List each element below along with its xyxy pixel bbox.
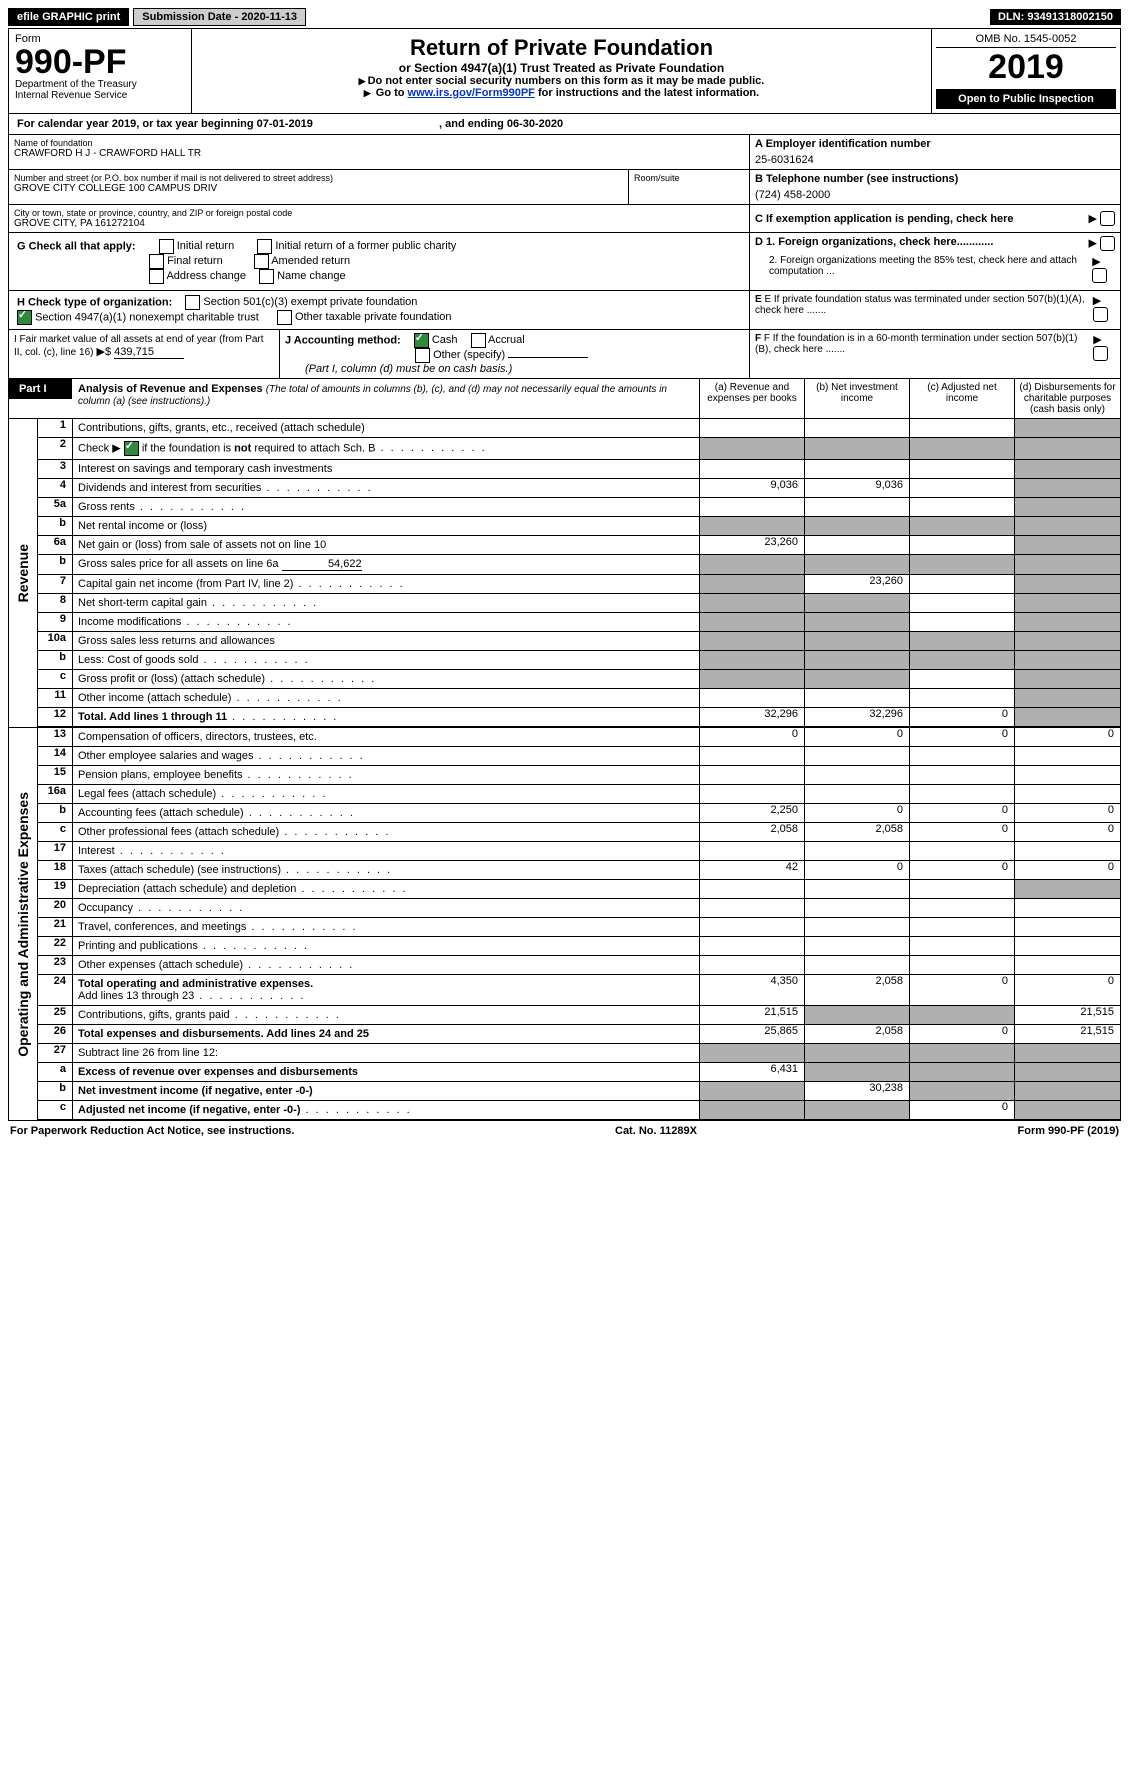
form-container: Form 990-PF Department of the Treasury I…: [8, 28, 1121, 1121]
h-501c3: Section 501(c)(3) exempt private foundat…: [203, 296, 417, 308]
h-e-row: H Check type of organization: Section 50…: [9, 291, 1120, 330]
header-left: Form 990-PF Department of the Treasury I…: [9, 29, 192, 113]
j-other-checkbox[interactable]: [415, 348, 430, 363]
j-cash-checkbox[interactable]: [414, 333, 429, 348]
room-label: Room/suite: [634, 173, 744, 183]
form-header: Form 990-PF Department of the Treasury I…: [9, 29, 1120, 114]
e-label: E If private foundation status was termi…: [755, 294, 1085, 316]
g-d-row: G Check all that apply: Initial return I…: [9, 233, 1120, 291]
g-initial-former: Initial return of a former public charit…: [275, 240, 456, 252]
dln-label: DLN: 93491318002150: [990, 9, 1121, 25]
name-label: Name of foundation: [14, 138, 744, 148]
calendar-year-row: For calendar year 2019, or tax year begi…: [9, 114, 1120, 135]
g-address: Address change: [166, 270, 246, 282]
id-row-3: City or town, state or province, country…: [9, 205, 1120, 233]
footer-paperwork: For Paperwork Reduction Act Notice, see …: [10, 1125, 294, 1137]
form-title: Return of Private Foundation: [198, 35, 925, 61]
j-accrual-checkbox[interactable]: [471, 333, 486, 348]
addr-label: Number and street (or P.O. box number if…: [14, 173, 623, 183]
g-label: G Check all that apply:: [17, 240, 136, 252]
g-initial-checkbox[interactable]: [159, 239, 174, 254]
h-other-checkbox[interactable]: [277, 310, 292, 325]
foundation-name: CRAWFORD H J - CRAWFORD HALL TR: [14, 148, 744, 159]
ein-label: A Employer identification number: [755, 138, 1115, 150]
i-amount: 439,715: [114, 346, 184, 359]
c-label: C If exemption application is pending, c…: [755, 213, 1014, 225]
expenses-section: Operating and Administrative Expenses 13…: [9, 727, 1120, 1120]
g-initial-former-checkbox[interactable]: [257, 239, 272, 254]
top-bar: efile GRAPHIC print Submission Date - 20…: [8, 8, 1121, 26]
arrow-icon: ▶: [1089, 212, 1097, 225]
col-b-head: (b) Net investment income: [805, 379, 910, 418]
omb-label: OMB No. 1545-0052: [936, 33, 1116, 48]
g-final: Final return: [167, 255, 223, 267]
note-link-row: Go to www.irs.gov/Form990PF for instruct…: [198, 87, 925, 99]
j-note: (Part I, column (d) must be on cash basi…: [305, 363, 512, 375]
revenue-side-label: Revenue: [9, 419, 38, 727]
irs-label: Internal Revenue Service: [15, 90, 185, 101]
d1-label: D 1. Foreign organizations, check here..…: [755, 236, 993, 248]
c-checkbox[interactable]: [1100, 211, 1115, 226]
d2-label: 2. Foreign organizations meeting the 85%…: [755, 255, 1092, 283]
g-amended-checkbox[interactable]: [254, 254, 269, 269]
d1-checkbox[interactable]: [1100, 236, 1115, 251]
part1-title: Analysis of Revenue and Expenses: [78, 383, 263, 395]
g-address-checkbox[interactable]: [149, 269, 164, 284]
submission-date-button[interactable]: Submission Date - 2020-11-13: [133, 8, 306, 26]
form-subtitle: or Section 4947(a)(1) Trust Treated as P…: [198, 61, 925, 75]
part1-tab: Part I: [9, 379, 72, 399]
arrow-icon: [364, 87, 373, 99]
tax-year: 2019: [936, 48, 1116, 87]
cal-begin: For calendar year 2019, or tax year begi…: [17, 118, 313, 130]
h-4947-checkbox[interactable]: [17, 310, 32, 325]
col-d-head: (d) Disbursements for charitable purpose…: [1015, 379, 1120, 418]
header-mid: Return of Private Foundation or Section …: [192, 29, 931, 113]
ein-value: 25-6031624: [755, 150, 1115, 166]
note-goto: Go to: [376, 87, 408, 99]
city-label: City or town, state or province, country…: [14, 208, 744, 218]
j-cash: Cash: [432, 334, 458, 346]
city-value: GROVE CITY, PA 161272104: [14, 218, 744, 229]
efile-print-button[interactable]: efile GRAPHIC print: [8, 8, 129, 26]
j-accrual: Accrual: [488, 334, 525, 346]
expenses-side-label: Operating and Administrative Expenses: [9, 728, 38, 1120]
h-label: H Check type of organization:: [17, 296, 172, 308]
f-checkbox[interactable]: [1093, 346, 1108, 361]
phone-value: (724) 458-2000: [755, 185, 1115, 201]
f-label: F If the foundation is in a 60-month ter…: [755, 333, 1077, 355]
revenue-section: Revenue 1 Contributions, gifts, grants, …: [9, 419, 1120, 727]
part1-header: Part I Analysis of Revenue and Expenses …: [9, 379, 1120, 419]
inspection-badge: Open to Public Inspection: [936, 89, 1116, 109]
g-final-checkbox[interactable]: [149, 254, 164, 269]
i-j-f-row: I Fair market value of all assets at end…: [9, 330, 1120, 379]
page-footer: For Paperwork Reduction Act Notice, see …: [8, 1121, 1121, 1141]
id-row-1: Name of foundation CRAWFORD H J - CRAWFO…: [9, 135, 1120, 170]
g-name: Name change: [277, 270, 346, 282]
j-label: J Accounting method:: [285, 334, 401, 346]
cal-end: , and ending 06-30-2020: [439, 118, 563, 130]
g-name-checkbox[interactable]: [259, 269, 274, 284]
h-501c3-checkbox[interactable]: [185, 295, 200, 310]
dept-label: Department of the Treasury: [15, 79, 185, 90]
h-other: Other taxable private foundation: [295, 311, 452, 323]
form-number: 990-PF: [15, 45, 185, 79]
col-a-head: (a) Revenue and expenses per books: [700, 379, 805, 418]
note-ssn: Do not enter social security numbers on …: [198, 75, 925, 87]
id-row-2: Number and street (or P.O. box number if…: [9, 170, 1120, 205]
j-other: Other (specify): [433, 349, 505, 361]
instructions-link[interactable]: www.irs.gov/Form990PF: [408, 87, 535, 99]
g-amended: Amended return: [271, 255, 350, 267]
e-checkbox[interactable]: [1093, 307, 1108, 322]
g-initial: Initial return: [177, 240, 234, 252]
footer-form: Form 990-PF (2019): [1018, 1125, 1119, 1137]
header-right: OMB No. 1545-0052 2019 Open to Public In…: [931, 29, 1120, 113]
footer-catno: Cat. No. 11289X: [615, 1125, 697, 1137]
addr-value: GROVE CITY COLLEGE 100 CAMPUS DRIV: [14, 183, 623, 194]
col-c-head: (c) Adjusted net income: [910, 379, 1015, 418]
h-4947: Section 4947(a)(1) nonexempt charitable …: [35, 311, 259, 323]
note-tail: for instructions and the latest informat…: [538, 87, 759, 99]
d2-checkbox[interactable]: [1092, 268, 1107, 283]
phone-label: B Telephone number (see instructions): [755, 173, 1115, 185]
